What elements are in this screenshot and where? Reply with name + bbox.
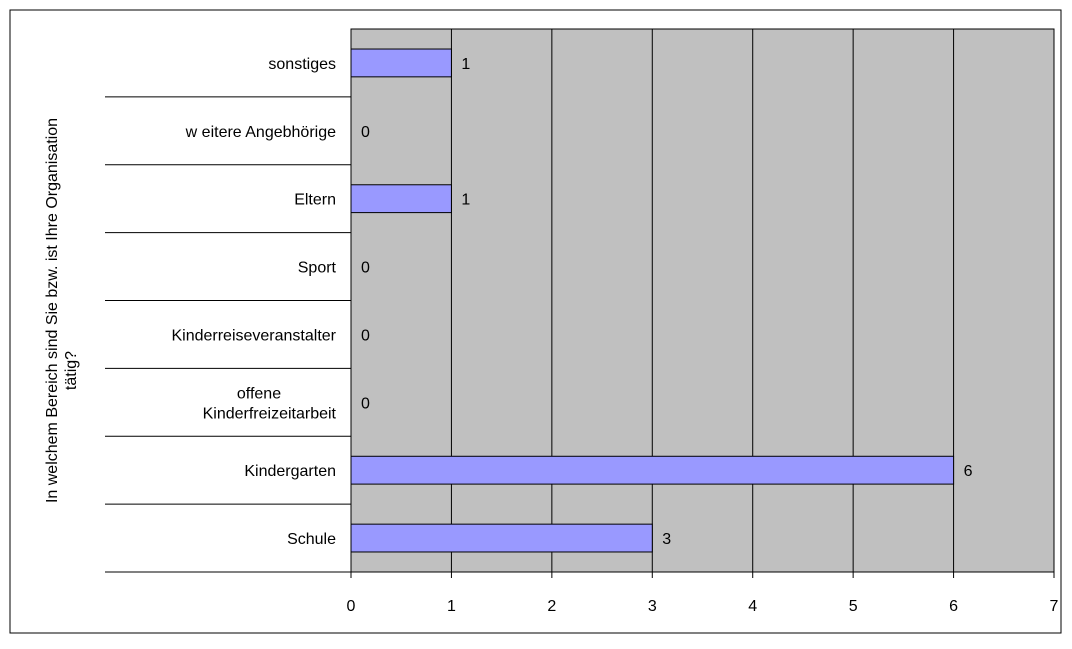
plot-area xyxy=(350,28,1055,573)
x-tick-label: 2 xyxy=(547,598,556,615)
x-tick-label: 1 xyxy=(447,598,456,615)
bar xyxy=(350,455,955,485)
data-label: 3 xyxy=(662,531,671,548)
data-label: 0 xyxy=(361,327,370,344)
data-label: 0 xyxy=(361,260,370,277)
y-axis-title: In welchem Bereich sind Sie bzw. ist Ihr… xyxy=(44,118,80,503)
x-tick-label: 0 xyxy=(347,598,356,615)
x-tick-label: 3 xyxy=(648,598,657,615)
bar xyxy=(350,184,452,214)
category-label: w eitere Angebhörige xyxy=(185,124,336,141)
category-label: Kindergarten xyxy=(244,463,336,480)
x-tick-label: 7 xyxy=(1050,598,1059,615)
data-label: 0 xyxy=(361,395,370,412)
data-label: 0 xyxy=(361,124,370,141)
category-label: Sport xyxy=(298,260,337,277)
x-tick-label: 4 xyxy=(748,598,757,615)
category-label: Schule xyxy=(287,531,336,548)
data-label: 6 xyxy=(964,463,973,480)
bar xyxy=(350,48,452,78)
category-label: Kinderreiseveranstalter xyxy=(171,327,336,344)
category-label: sonstiges xyxy=(268,56,336,73)
category-label: Eltern xyxy=(294,192,336,209)
x-tick-label: 5 xyxy=(849,598,858,615)
data-label: 1 xyxy=(461,56,470,73)
x-tick-label: 6 xyxy=(949,598,958,615)
data-label: 1 xyxy=(461,192,470,209)
bar xyxy=(350,523,653,553)
category-label: offene Kinderfreizeitarbeit xyxy=(203,385,337,422)
